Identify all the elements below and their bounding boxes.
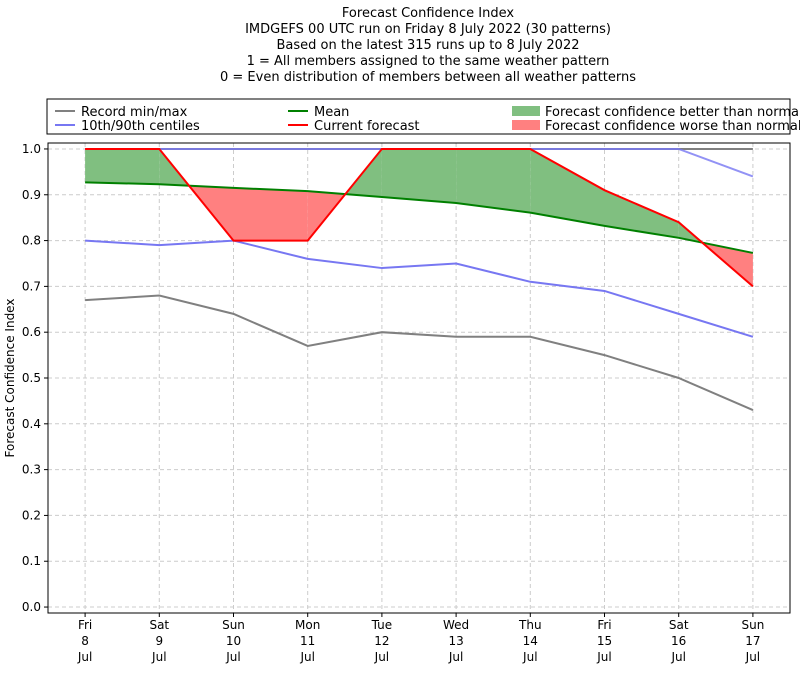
band-lower-line	[85, 294, 754, 411]
x-tick-label: Sun	[741, 618, 764, 632]
y-tick-label: 0.0	[22, 600, 41, 614]
x-tick-label: Jul	[670, 650, 685, 664]
x-tick-label: Mon	[295, 618, 320, 632]
y-tick-label: 1.0	[22, 142, 41, 156]
x-tick-label: Thu	[518, 618, 542, 632]
x-tick-label: 14	[523, 634, 538, 648]
y-tick-label: 0.4	[22, 417, 41, 431]
band-lower-line	[85, 239, 754, 338]
chart-title: IMDGEFS 00 UTC run on Friday 8 July 2022…	[245, 22, 611, 37]
x-tick-label: Fri	[597, 618, 611, 632]
legend-patch	[512, 120, 540, 130]
legend-box	[46, 98, 791, 135]
confidence-fill	[530, 148, 605, 226]
chart-title: 1 = All members assigned to the same wea…	[247, 54, 610, 69]
legend-label: Current forecast	[314, 119, 420, 134]
mean-line	[85, 181, 754, 254]
confidence-fill	[456, 148, 531, 213]
x-tick-label: Tue	[371, 618, 393, 632]
current-line	[85, 147, 754, 288]
y-tick-label: 0.3	[22, 463, 41, 477]
x-tick-label: Jul	[151, 650, 166, 664]
x-tick-label: Jul	[299, 650, 314, 664]
x-tick-label: 15	[597, 634, 612, 648]
x-tick-label: Sun	[222, 618, 245, 632]
x-tick-label: Wed	[443, 618, 469, 632]
plot-frame	[47, 142, 791, 614]
y-tick-label: 0.5	[22, 371, 41, 385]
confidence-fill	[233, 187, 308, 241]
x-tick-label: Jul	[596, 650, 611, 664]
confidence-fill	[604, 190, 679, 238]
x-tick-label: 9	[155, 634, 163, 648]
x-tick-label: Jul	[448, 650, 463, 664]
legend-patch	[512, 106, 540, 116]
legend-label: Record min/max	[81, 105, 188, 120]
x-tick-label: 10	[226, 634, 241, 648]
legend-label: Forecast confidence worse than normal	[545, 119, 800, 134]
x-tick-label: Sat	[669, 618, 689, 632]
chart-title: 0 = Even distribution of members between…	[220, 70, 636, 85]
x-tick-label: 13	[448, 634, 463, 648]
y-tick-label: 0.2	[22, 508, 41, 522]
x-tick-label: Sat	[149, 618, 169, 632]
chart-title: Forecast Confidence Index	[342, 6, 514, 21]
y-axis-label: Forecast Confidence Index	[3, 299, 17, 458]
x-tick-label: 17	[745, 634, 760, 648]
x-tick-label: Jul	[374, 650, 389, 664]
chart-title: Based on the latest 315 runs up to 8 Jul…	[277, 38, 580, 53]
y-tick-label: 0.8	[22, 234, 41, 248]
x-tick-label: Fri	[78, 618, 92, 632]
legend-label: 10th/90th centiles	[81, 119, 200, 134]
x-tick-label: Jul	[522, 650, 537, 664]
x-tick-label: 16	[671, 634, 686, 648]
y-tick-label: 0.6	[22, 325, 41, 339]
x-tick-label: 8	[81, 634, 89, 648]
y-tick-label: 0.9	[22, 188, 41, 202]
legend-label: Forecast confidence better than normal	[545, 105, 800, 120]
legend-label: Mean	[314, 105, 349, 120]
y-tick-label: 0.7	[22, 279, 41, 293]
y-tick-label: 0.1	[22, 554, 41, 568]
x-tick-label: Jul	[77, 650, 92, 664]
x-tick-label: 11	[300, 634, 315, 648]
x-tick-label: Jul	[745, 650, 760, 664]
confidence-fill	[85, 148, 160, 185]
x-tick-label: 12	[374, 634, 389, 648]
confidence-fill	[381, 148, 457, 204]
x-tick-label: Jul	[225, 650, 240, 664]
